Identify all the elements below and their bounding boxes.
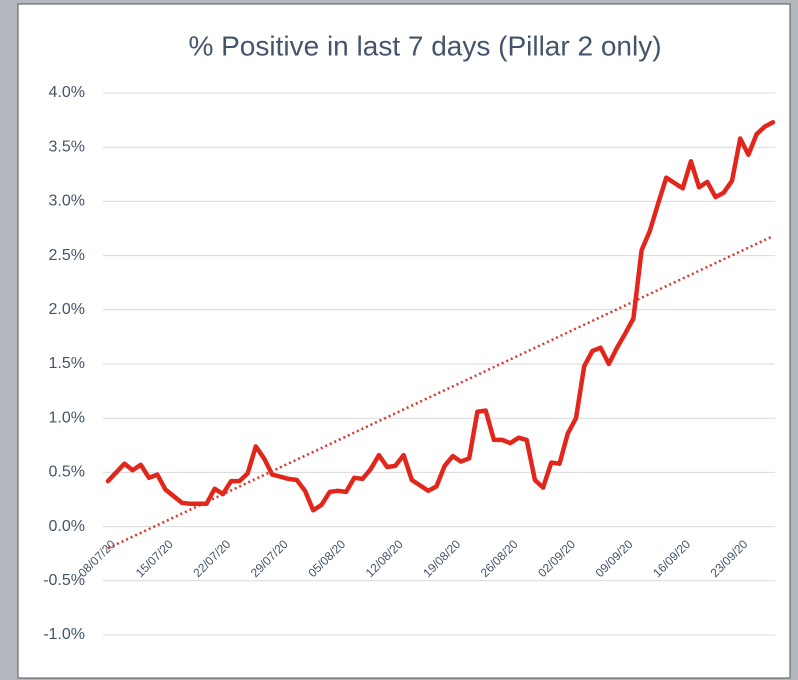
y-tick-label: -0.5% xyxy=(43,572,85,589)
y-tick-label: 4.0% xyxy=(49,84,85,101)
y-tick-label: 0.0% xyxy=(49,518,85,535)
y-tick-label: -1.0% xyxy=(43,626,85,643)
y-tick-label: 1.5% xyxy=(49,355,85,372)
chart-title: % Positive in last 7 days (Pillar 2 only… xyxy=(188,30,661,61)
chart-panel xyxy=(17,3,791,679)
y-tick-label: 3.0% xyxy=(49,193,85,210)
y-tick-label: 1.0% xyxy=(49,409,85,426)
data-line xyxy=(105,120,776,513)
y-tick-label: 3.5% xyxy=(49,138,85,155)
y-tick-label: 0.5% xyxy=(49,464,85,481)
y-tick-label: 2.5% xyxy=(49,247,85,264)
y-tick-label: 2.0% xyxy=(49,301,85,318)
